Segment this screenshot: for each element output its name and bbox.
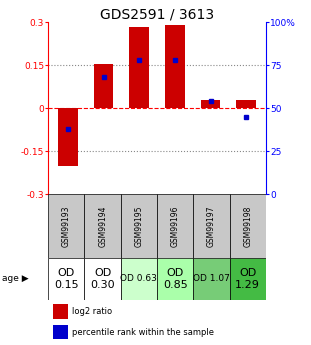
Text: GSM99197: GSM99197: [207, 205, 216, 247]
Bar: [230, 194, 266, 258]
Text: percentile rank within the sample: percentile rank within the sample: [72, 328, 214, 337]
Bar: [157, 194, 193, 258]
Title: GDS2591 / 3613: GDS2591 / 3613: [100, 7, 214, 21]
Text: OD 1.07: OD 1.07: [193, 275, 230, 284]
Text: OD
1.29: OD 1.29: [235, 268, 260, 290]
Text: age ▶: age ▶: [2, 275, 28, 284]
Bar: [157, 258, 193, 300]
Bar: [129, 27, 149, 108]
Bar: [193, 194, 230, 258]
Text: GSM99193: GSM99193: [62, 205, 71, 247]
Bar: [85, 194, 121, 258]
Bar: [58, 108, 78, 166]
Text: GSM99196: GSM99196: [171, 205, 180, 247]
Bar: [85, 258, 121, 300]
Bar: [94, 64, 113, 108]
Text: OD
0.30: OD 0.30: [90, 268, 115, 290]
Bar: [48, 194, 85, 258]
Bar: [193, 258, 230, 300]
Bar: [230, 258, 266, 300]
Bar: [121, 258, 157, 300]
Text: GSM99194: GSM99194: [98, 205, 107, 247]
Bar: [53, 325, 68, 339]
Bar: [165, 25, 185, 108]
Bar: [53, 304, 68, 318]
Text: GSM99198: GSM99198: [243, 206, 252, 247]
Bar: [48, 258, 85, 300]
Bar: [201, 100, 220, 108]
Text: OD
0.85: OD 0.85: [163, 268, 188, 290]
Text: log2 ratio: log2 ratio: [72, 307, 112, 316]
Text: GSM99195: GSM99195: [134, 205, 143, 247]
Text: OD
0.15: OD 0.15: [54, 268, 79, 290]
Bar: [236, 100, 256, 108]
Text: OD 0.63: OD 0.63: [120, 275, 157, 284]
Bar: [121, 194, 157, 258]
